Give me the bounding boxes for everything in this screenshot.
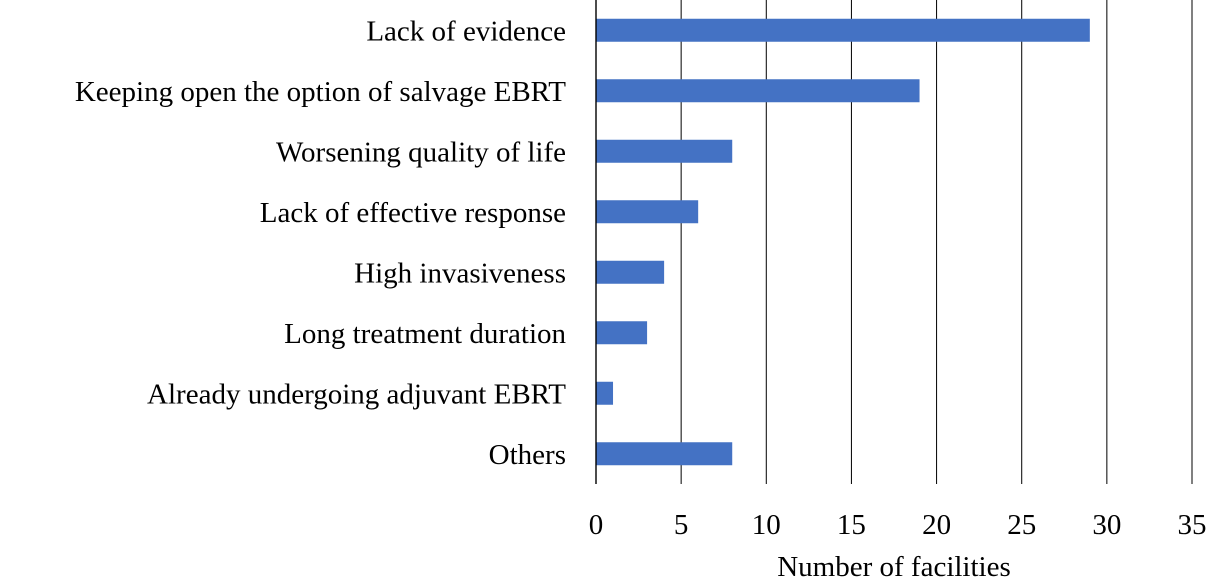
category-labels: Lack of evidence Keeping open the option … (75, 15, 567, 471)
bar (596, 260, 665, 284)
bar (596, 321, 648, 345)
x-tick-label: 10 (752, 509, 781, 541)
bar (596, 200, 699, 224)
bar (596, 18, 1090, 42)
bar (596, 79, 920, 103)
category-label: Keeping open the option of salvage EBRT (75, 76, 566, 108)
x-axis-title: Number of facilities (777, 551, 1011, 579)
category-label: Worsening quality of life (276, 136, 566, 168)
x-tick-label: 20 (922, 509, 951, 541)
category-label: Lack of effective response (260, 197, 566, 229)
bar (596, 139, 733, 163)
x-tick-label: 30 (1092, 509, 1121, 541)
category-label: Lack of evidence (366, 15, 566, 47)
x-tick-label: 15 (837, 509, 866, 541)
category-label: High invasiveness (354, 257, 566, 289)
x-tick-label: 0 (589, 509, 604, 541)
x-tick-labels: 0 5 10 15 20 25 30 35 (589, 509, 1207, 541)
x-tick-label: 35 (1178, 509, 1207, 541)
x-tick-label: 5 (674, 509, 689, 541)
category-label: Long treatment duration (284, 318, 566, 350)
category-label: Others (489, 439, 566, 471)
category-label: Already undergoing adjuvant EBRT (147, 378, 566, 410)
gridlines (680, 0, 1193, 484)
bar (596, 381, 614, 405)
bar (596, 442, 733, 466)
x-tick-label: 25 (1007, 509, 1036, 541)
bars (596, 18, 1090, 466)
